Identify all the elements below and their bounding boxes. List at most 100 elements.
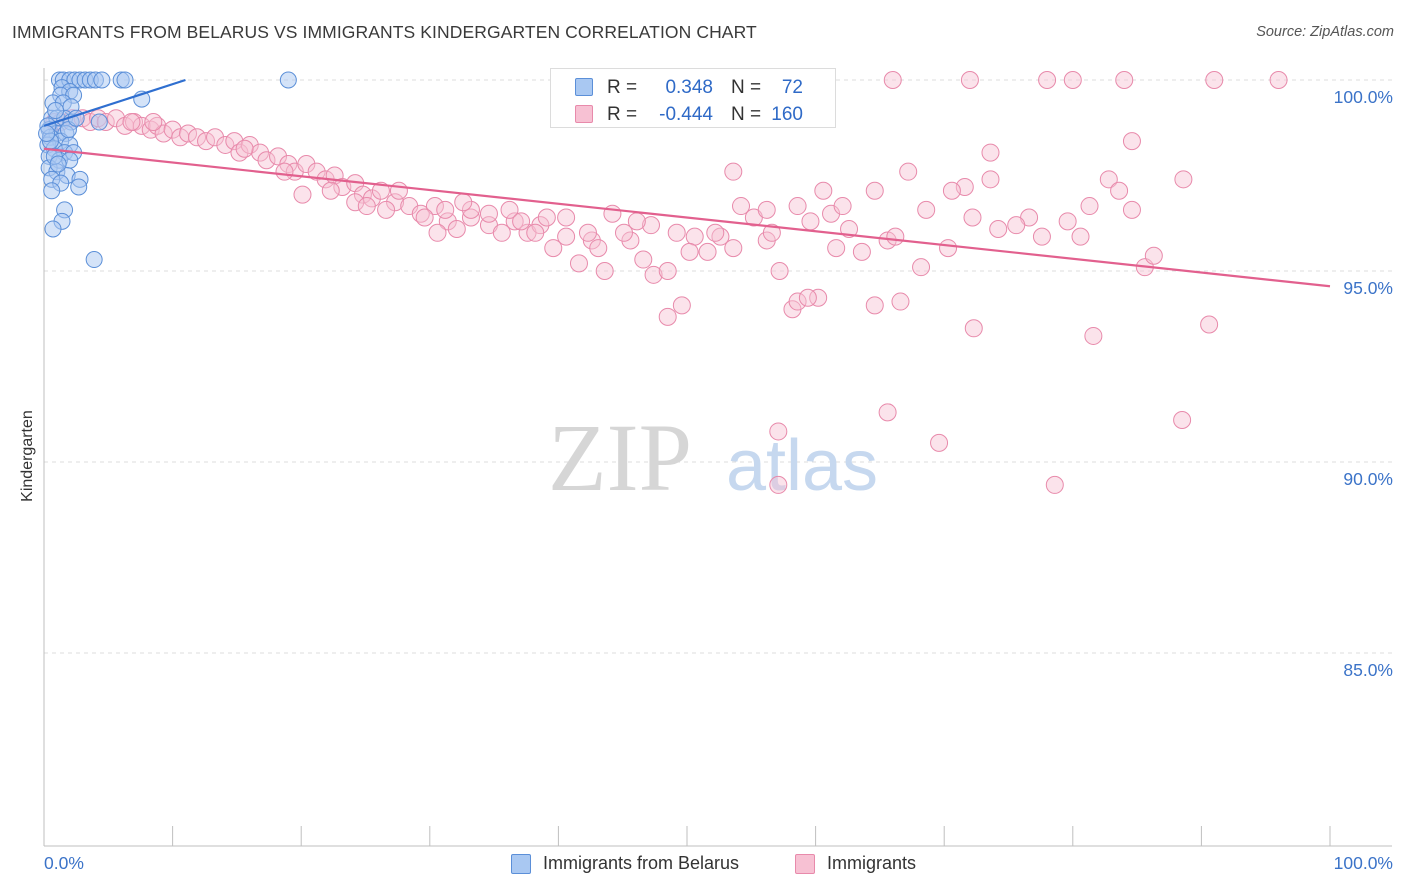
bottom-legend-swatch-immigrants	[795, 854, 815, 874]
x-tick-label: 100.0%	[1334, 853, 1393, 873]
data-point-immigrants	[732, 197, 751, 216]
data-point-belarus	[44, 220, 62, 238]
data-point-immigrants	[757, 200, 776, 219]
series-belarus	[38, 71, 297, 269]
data-point-immigrants	[595, 262, 614, 280]
data-point-belarus	[93, 71, 111, 89]
data-point-immigrants	[724, 162, 743, 181]
data-point-immigrants	[293, 185, 312, 204]
data-point-immigrants	[307, 162, 326, 181]
data-point-immigrants	[557, 227, 576, 246]
data-point-immigrants	[706, 223, 725, 242]
data-point-immigrants	[627, 212, 646, 231]
y-tick-label: 95.0%	[1343, 278, 1393, 298]
data-point-immigrants	[578, 223, 597, 242]
data-point-belarus	[279, 71, 297, 89]
data-point-immigrants	[132, 116, 151, 135]
grid-lines	[44, 79, 1392, 654]
data-point-immigrants	[1200, 315, 1219, 334]
x-tick-label: 0.0%	[44, 853, 84, 873]
data-point-immigrants	[1269, 71, 1288, 89]
data-point-immigrants	[1099, 170, 1118, 189]
data-point-immigrants	[436, 200, 455, 219]
trend-line-belarus	[43, 78, 186, 127]
data-point-immigrants	[963, 208, 982, 227]
data-point-immigrants	[886, 227, 905, 246]
data-point-immigrants	[389, 181, 408, 200]
data-point-immigrants	[1058, 212, 1077, 231]
data-point-immigrants	[899, 162, 918, 181]
data-point-immigrants	[154, 124, 173, 143]
data-point-immigrants	[917, 200, 936, 219]
legend-n-label: N =	[731, 77, 762, 98]
data-point-immigrants	[544, 239, 563, 258]
data-point-immigrants	[321, 181, 340, 200]
trend-line-immigrants	[43, 147, 1331, 288]
data-point-immigrants	[1045, 475, 1064, 494]
data-point-immigrants	[814, 181, 833, 200]
data-point-immigrants	[569, 254, 588, 273]
data-point-immigrants	[216, 135, 235, 154]
data-point-immigrants	[989, 219, 1008, 238]
legend-n-value: 160	[771, 104, 803, 125]
data-point-immigrants	[357, 197, 376, 216]
data-point-immigrants	[798, 288, 817, 307]
legend-r-label: R =	[607, 77, 638, 98]
data-point-immigrants	[188, 128, 207, 147]
data-point-immigrants	[801, 212, 820, 231]
data-point-immigrants	[942, 181, 961, 200]
data-point-immigrants	[1084, 326, 1103, 345]
tick-labels: 85.0% 90.0% 95.0% 100.0% 0.0% 100.0%	[44, 87, 1393, 873]
data-point-immigrants	[537, 208, 556, 227]
data-point-immigrants	[833, 197, 852, 216]
chart-source: Source: ZipAtlas.com	[1256, 24, 1394, 40]
data-point-immigrants	[447, 219, 466, 238]
data-point-immigrants	[1173, 410, 1192, 429]
data-point-immigrants	[644, 265, 663, 284]
data-point-immigrants	[964, 319, 983, 338]
data-point-immigrants	[377, 200, 396, 219]
data-point-immigrants	[257, 151, 276, 170]
data-point-immigrants	[297, 155, 316, 174]
data-point-immigrants	[144, 113, 163, 132]
data-point-immigrants	[371, 181, 390, 200]
data-point-immigrants	[788, 292, 807, 311]
data-point-immigrants	[634, 250, 653, 269]
legend-swatch-immigrants	[575, 105, 593, 123]
data-point-immigrants	[788, 197, 807, 216]
data-point-immigrants	[479, 204, 498, 223]
data-point-immigrants	[762, 223, 781, 242]
data-point-belarus	[38, 124, 56, 142]
data-point-immigrants	[698, 242, 717, 261]
data-point-belarus	[43, 182, 61, 200]
legend-r-label: R =	[607, 104, 638, 125]
data-point-immigrants	[614, 223, 633, 242]
data-point-immigrants	[526, 223, 545, 242]
data-point-immigrants	[1063, 71, 1082, 89]
data-point-belarus	[70, 178, 88, 196]
data-point-immigrants	[621, 231, 640, 250]
data-point-immigrants	[461, 200, 480, 219]
data-point-immigrants	[685, 227, 704, 246]
data-point-immigrants	[235, 139, 254, 158]
data-point-immigrants	[454, 193, 473, 212]
data-point-immigrants	[724, 239, 743, 258]
axes	[43, 68, 1392, 847]
data-point-immigrants	[386, 193, 405, 212]
data-point-immigrants	[512, 212, 531, 231]
data-point-immigrants	[500, 200, 519, 219]
data-point-immigrants	[225, 132, 244, 151]
y-tick-label: 85.0%	[1343, 660, 1393, 680]
y-tick-label: 90.0%	[1343, 469, 1393, 489]
data-point-belarus	[90, 113, 108, 131]
data-point-immigrants	[852, 242, 871, 261]
data-point-immigrants	[769, 422, 788, 441]
data-point-immigrants	[197, 132, 216, 151]
data-point-immigrants	[1032, 227, 1051, 246]
legend-n-label: N =	[731, 104, 762, 125]
data-point-immigrants	[1205, 71, 1224, 89]
data-point-immigrants	[1122, 132, 1141, 151]
data-point-immigrants	[1174, 170, 1193, 189]
data-point-immigrants	[883, 71, 902, 89]
